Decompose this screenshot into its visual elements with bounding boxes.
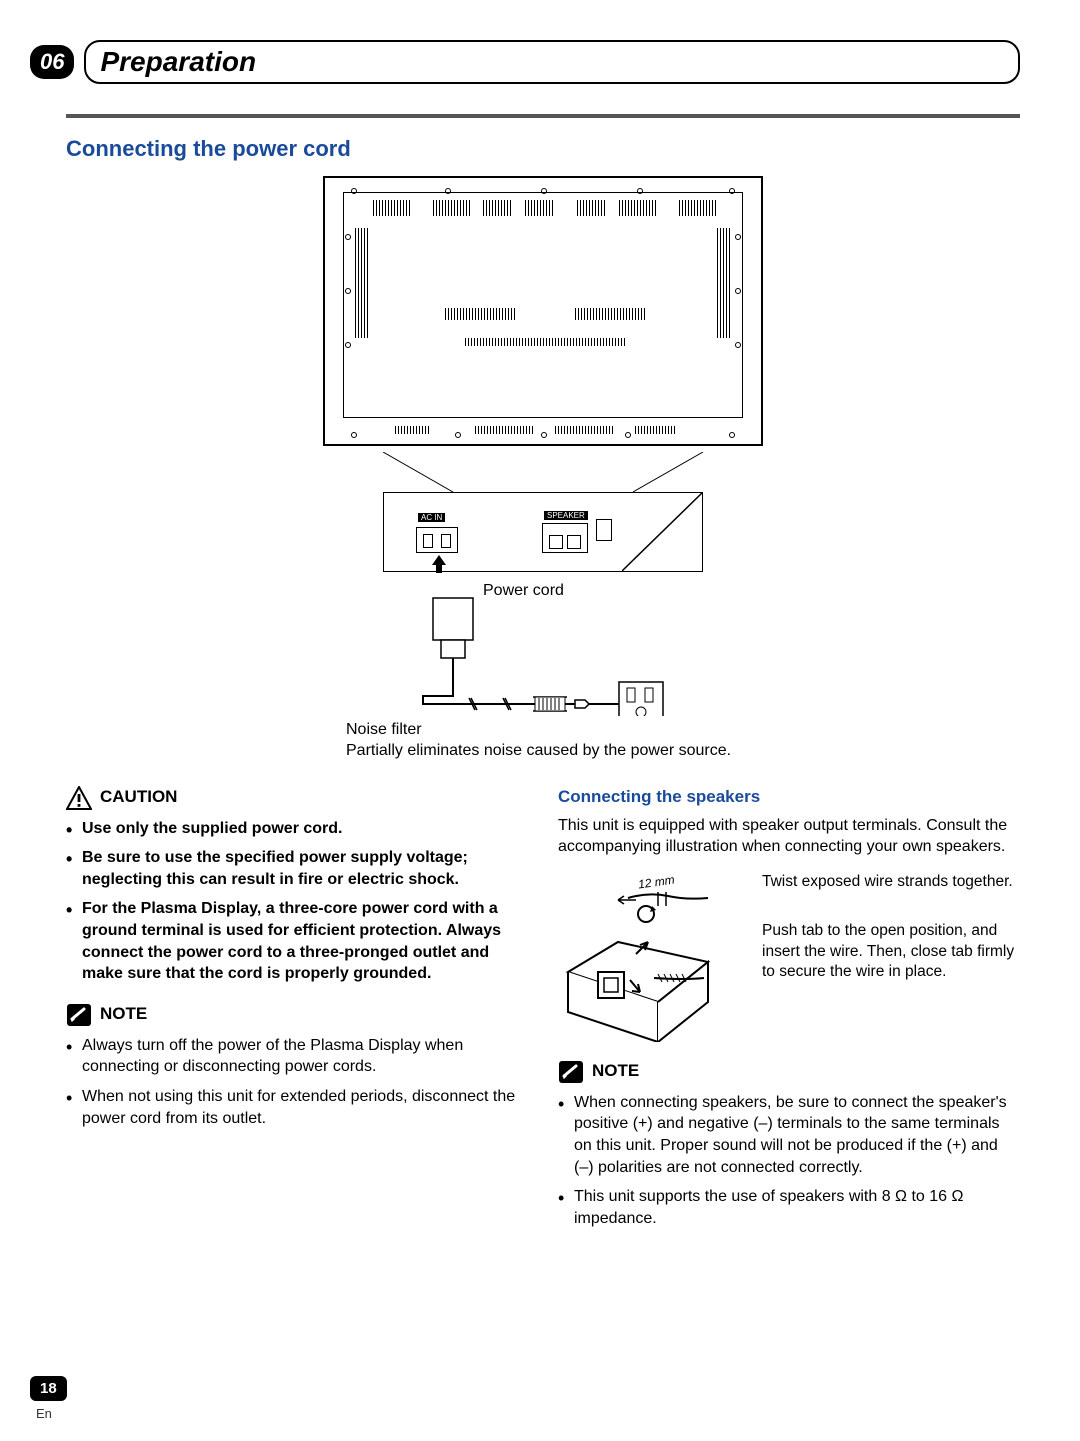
note-heading-left: NOTE [66, 1003, 528, 1027]
caution-item: For the Plasma Display, a three-core pow… [66, 898, 528, 984]
caution-item: Be sure to use the specified power suppl… [66, 847, 528, 890]
note-heading-right: NOTE [558, 1060, 1020, 1084]
note-icon [66, 1003, 92, 1027]
note-item: Always turn off the power of the Plasma … [66, 1035, 528, 1078]
chapter-number-badge: 06 [30, 45, 74, 79]
speakers-intro: This unit is equipped with speaker outpu… [558, 815, 1020, 858]
speaker-figure: 12 mm [558, 872, 1020, 1042]
note-item: When connecting speakers, be sure to con… [558, 1092, 1020, 1178]
section-title: Connecting the power cord [66, 136, 1020, 162]
speaker-caption-1: Twist exposed wire strands together. [762, 872, 1020, 893]
power-cord-diagram: AC IN SPEAKER Power cord [66, 176, 1020, 762]
speaker-caption-2: Push tab to the open position, and inser… [762, 921, 1020, 984]
tv-back-panel [323, 176, 763, 446]
note-list-right: When connecting speakers, be sure to con… [558, 1092, 1020, 1230]
left-column: CAUTION Use only the supplied power cord… [66, 786, 528, 1248]
chapter-title-capsule: Preparation [84, 40, 1020, 84]
noise-filter-caption: Noise filter Partially eliminates noise … [346, 720, 1020, 762]
note-item: When not using this unit for extended pe… [66, 1086, 528, 1129]
page-number-badge: 18 [30, 1376, 67, 1401]
right-column: Connecting the speakers This unit is equ… [558, 786, 1020, 1248]
chapter-title: Preparation [100, 46, 256, 78]
caution-heading: CAUTION [66, 786, 528, 810]
note-label: NOTE [100, 1003, 147, 1026]
chapter-header: 06 Preparation [30, 40, 1020, 84]
note-icon [558, 1060, 584, 1084]
caution-label: CAUTION [100, 786, 177, 809]
noise-filter-label: Noise filter [346, 720, 1020, 741]
caution-list: Use only the supplied power cord. Be sur… [66, 818, 528, 985]
section-divider [66, 114, 1020, 118]
caution-item: Use only the supplied power cord. [66, 818, 528, 840]
language-code: En [36, 1406, 52, 1421]
note-list-left: Always turn off the power of the Plasma … [66, 1035, 528, 1129]
speakers-subhead: Connecting the speakers [558, 786, 1020, 809]
note-label: NOTE [592, 1060, 639, 1083]
cord-route-diagram: Power cord [323, 576, 763, 716]
port-detail-box: AC IN SPEAKER [383, 492, 703, 572]
caution-icon [66, 786, 92, 810]
noise-filter-desc: Partially eliminates noise caused by the… [346, 741, 1020, 762]
note-item: This unit supports the use of speakers w… [558, 1186, 1020, 1229]
callout-lines [323, 452, 763, 492]
